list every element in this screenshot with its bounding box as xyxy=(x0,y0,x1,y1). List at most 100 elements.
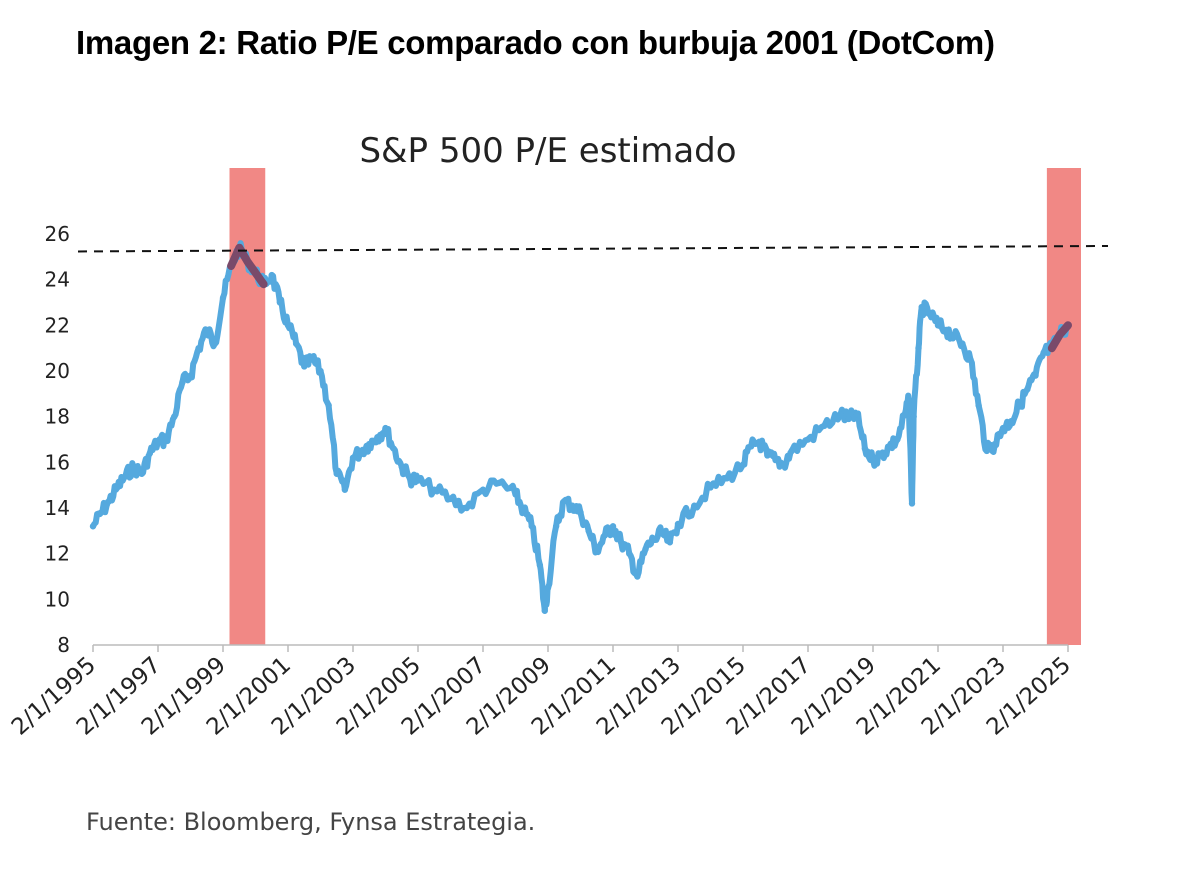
series-point xyxy=(788,447,795,455)
series-point xyxy=(918,303,925,311)
series-point xyxy=(1040,349,1047,356)
series-point xyxy=(528,523,535,530)
series-point xyxy=(349,454,357,461)
highlight-overlay-1 xyxy=(230,168,266,645)
series-point xyxy=(902,408,909,416)
series-point xyxy=(894,436,901,443)
series-point xyxy=(479,486,487,493)
series-point xyxy=(1024,386,1031,393)
series-point xyxy=(154,438,162,445)
y-tick-label: 22 xyxy=(45,313,70,337)
series-point xyxy=(905,397,912,404)
y-axis: 8 10 12 14 16 18 20 22 24 26 xyxy=(45,222,70,657)
highlight-band-2 xyxy=(1046,168,1081,645)
series-point xyxy=(333,470,340,477)
source-note: Fuente: Bloomberg, Fynsa Estrategia. xyxy=(86,808,536,836)
series-point xyxy=(195,344,202,352)
series-point xyxy=(171,413,178,420)
highlight-overlay xyxy=(227,168,1081,645)
series-point xyxy=(406,475,414,482)
highlight-series-segment-2 xyxy=(1047,321,1072,353)
series-point xyxy=(845,415,852,423)
series-point xyxy=(601,532,609,539)
series-point xyxy=(926,310,934,318)
series-point xyxy=(357,447,365,455)
series-point xyxy=(626,550,633,557)
series-point xyxy=(915,344,922,352)
series-point xyxy=(861,445,869,452)
series-point xyxy=(162,436,170,443)
series-point xyxy=(650,536,657,544)
series-point xyxy=(967,356,974,363)
series-point xyxy=(1016,402,1023,409)
series-point xyxy=(951,333,958,340)
chart-title: S&P 500 P/E estimado xyxy=(359,131,736,171)
series-point xyxy=(552,523,560,530)
series-point xyxy=(301,363,308,370)
series-point xyxy=(804,436,812,443)
series-point xyxy=(658,529,665,537)
series-point xyxy=(756,438,763,445)
series-point xyxy=(114,484,121,491)
series-point xyxy=(634,573,641,580)
y-tick-label: 14 xyxy=(45,496,70,520)
series-point xyxy=(886,443,893,450)
series-point xyxy=(219,294,227,302)
series-point xyxy=(211,340,219,347)
x-axis: 2/1/19952/1/19972/1/19992/1/20012/1/2003… xyxy=(7,644,1076,741)
series-point xyxy=(1007,418,1015,425)
series-point xyxy=(374,434,381,441)
series-point xyxy=(908,500,916,507)
series-point xyxy=(674,520,682,528)
series-point xyxy=(747,443,755,450)
series-point xyxy=(138,470,145,477)
series-point xyxy=(106,497,113,505)
series-point xyxy=(390,445,397,452)
series-point xyxy=(325,402,332,409)
series-point xyxy=(146,450,154,457)
series-point xyxy=(130,463,137,471)
series-point xyxy=(496,479,503,487)
series-point xyxy=(203,326,210,334)
series-point xyxy=(317,367,324,375)
series-point xyxy=(780,461,787,468)
series-point xyxy=(89,523,97,530)
series-point xyxy=(341,486,349,493)
series-point xyxy=(593,548,600,555)
series-point xyxy=(512,491,519,498)
series-point xyxy=(877,452,885,459)
y-tick-label: 8 xyxy=(57,633,70,657)
series-point xyxy=(983,447,990,455)
y-tick-label: 20 xyxy=(45,359,70,383)
series-point xyxy=(617,539,625,546)
reference-line-layer xyxy=(77,244,1109,253)
highlight-overlay-2 xyxy=(1047,168,1081,645)
series-point xyxy=(723,475,730,482)
series-point xyxy=(869,456,877,464)
reference-line xyxy=(77,244,1109,253)
series-point xyxy=(707,484,714,491)
series-point xyxy=(910,413,917,420)
series-point xyxy=(642,545,649,553)
highlight-series-segment-1 xyxy=(227,243,268,289)
series-point xyxy=(187,372,194,379)
series-point xyxy=(292,340,300,347)
series-point xyxy=(739,461,747,468)
series-point xyxy=(691,502,698,509)
series-point xyxy=(934,322,942,329)
series-point xyxy=(569,502,576,509)
y-tick-label: 16 xyxy=(45,450,70,474)
series-point xyxy=(179,379,186,386)
series-point xyxy=(276,299,284,306)
series-point xyxy=(837,411,844,418)
y-tick-label: 26 xyxy=(45,222,70,246)
series-point xyxy=(398,463,405,471)
series-point xyxy=(431,486,438,493)
series-point xyxy=(97,509,105,516)
y-tick-label: 12 xyxy=(45,542,70,566)
y-tick-label: 18 xyxy=(45,405,70,429)
series-point xyxy=(1032,372,1039,379)
series-point xyxy=(772,456,779,464)
series-point xyxy=(975,402,982,409)
